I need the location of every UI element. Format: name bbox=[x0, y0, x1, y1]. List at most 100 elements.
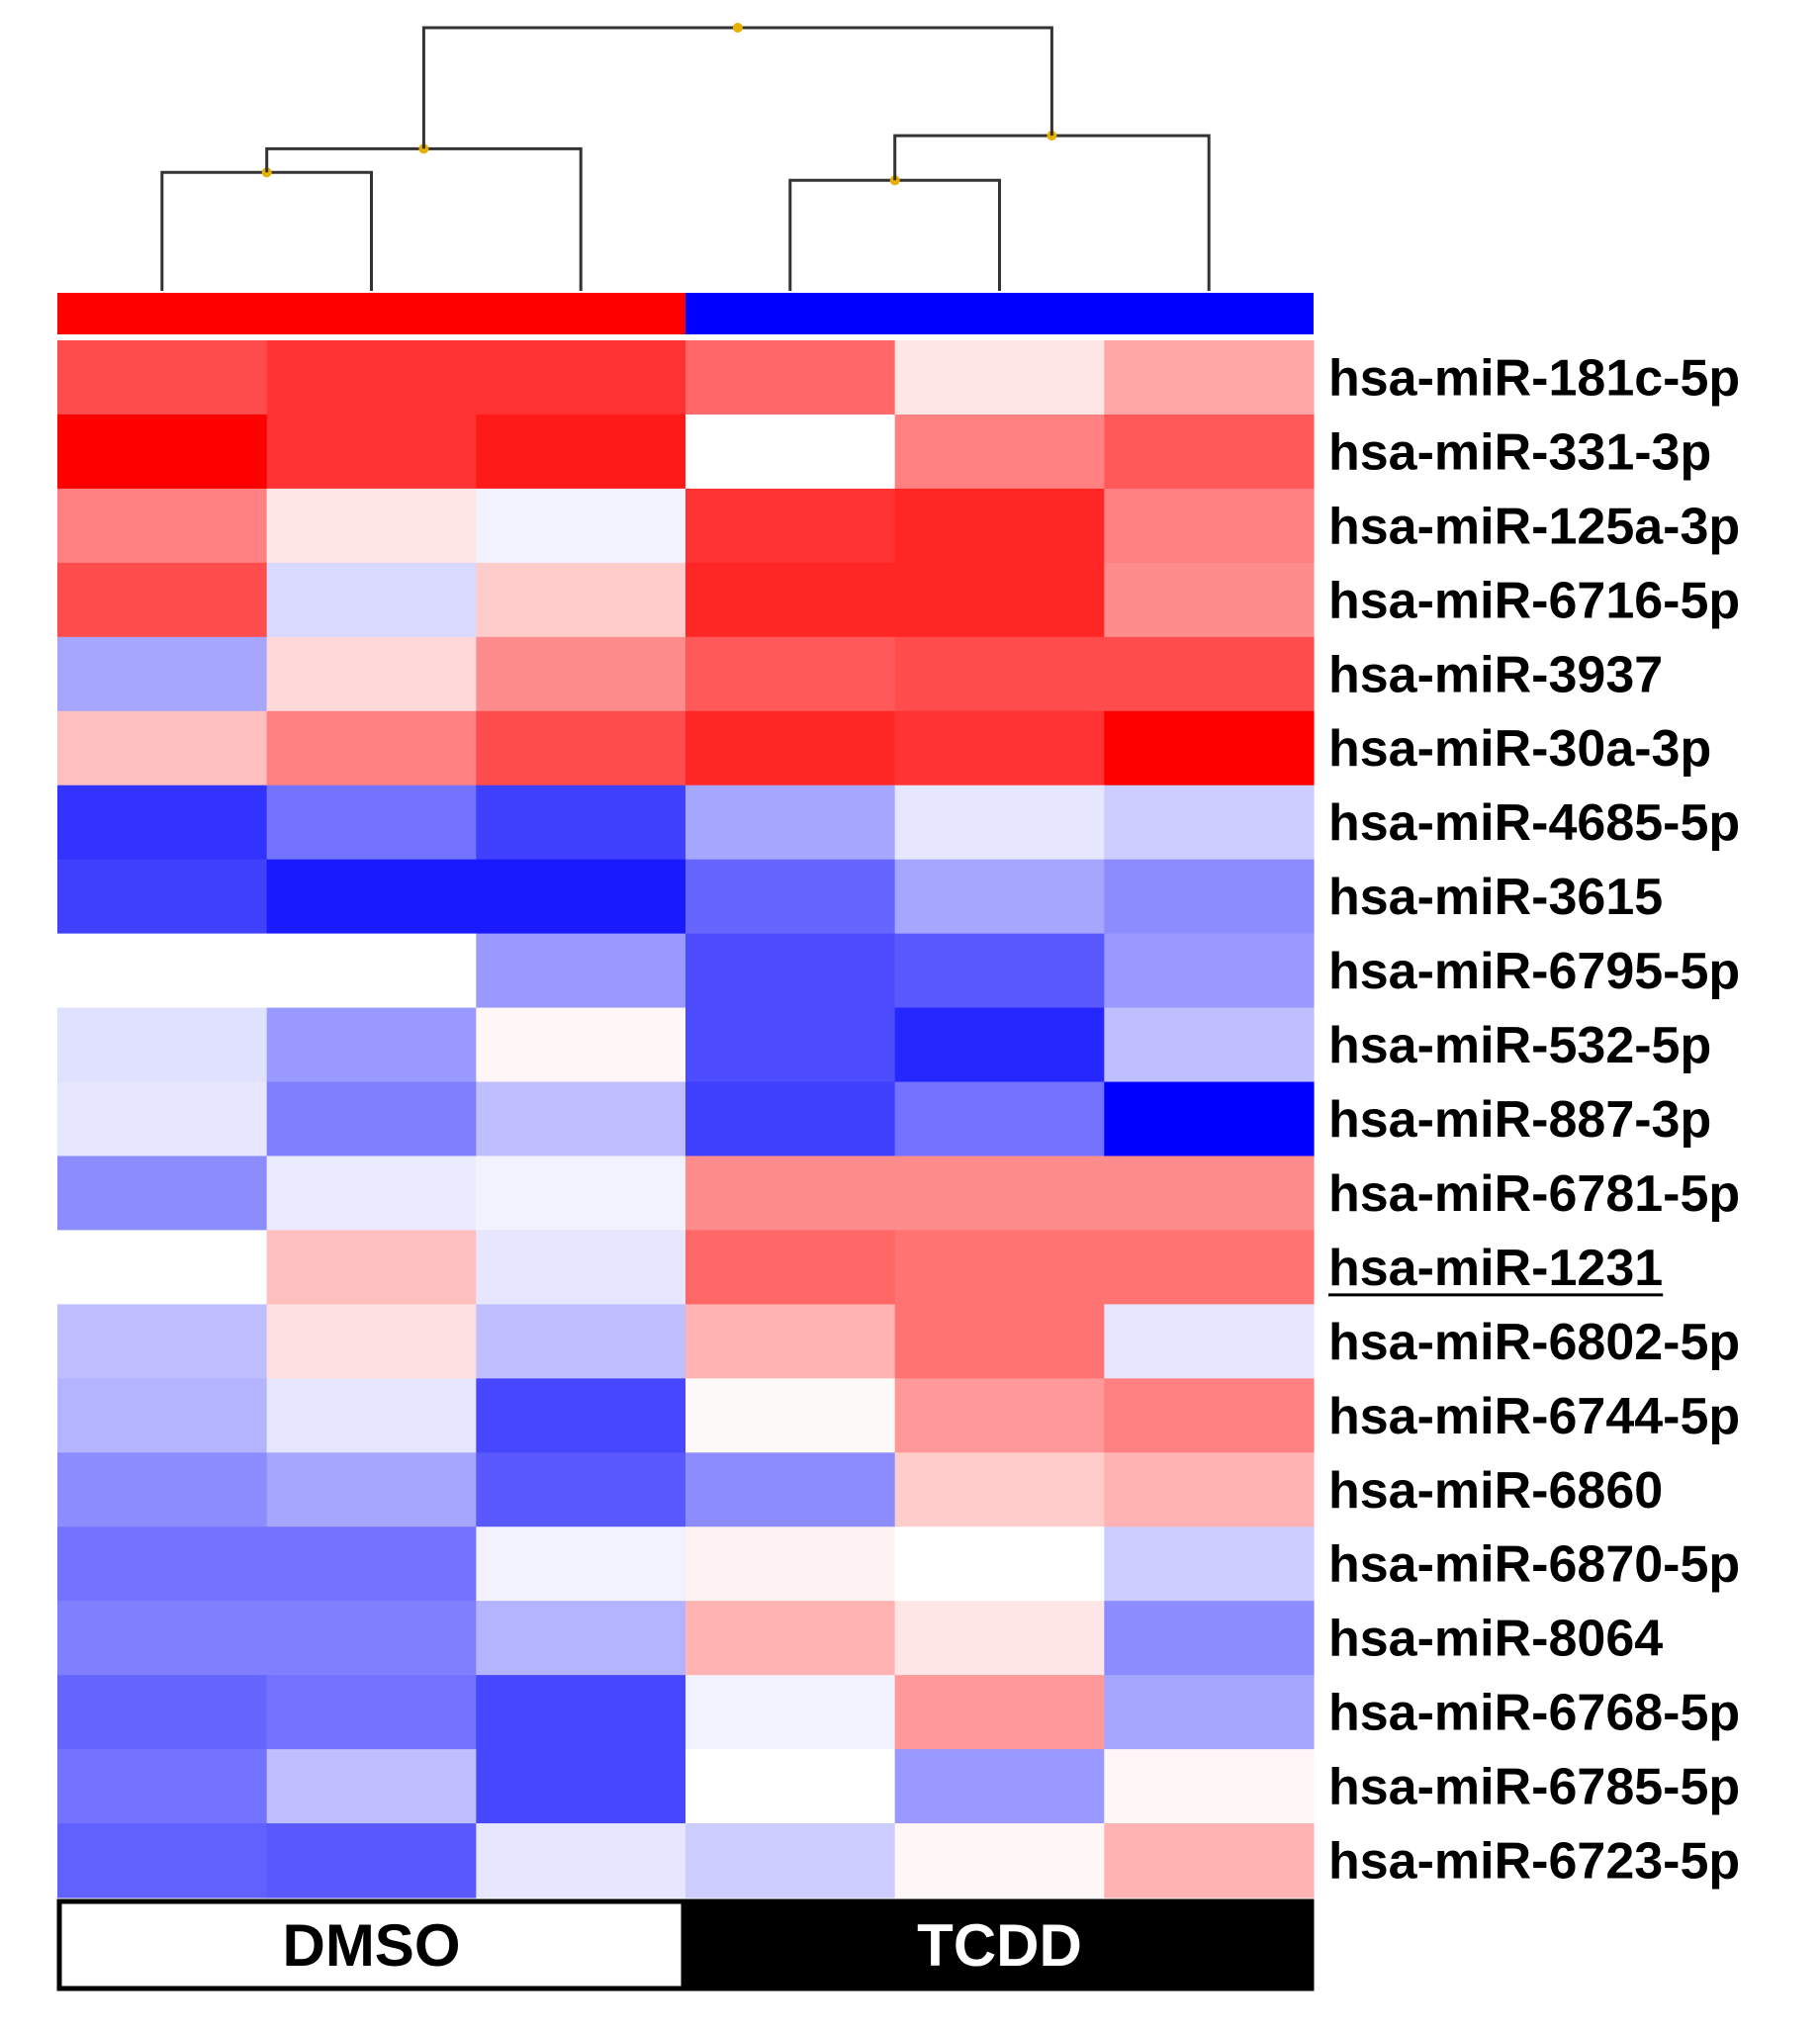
row-label: hsa-miR-6781-5p bbox=[1328, 1165, 1740, 1223]
row-label: hsa-miR-6860 bbox=[1328, 1462, 1663, 1520]
group-label: TCDD bbox=[917, 1912, 1082, 1979]
row-label: hsa-miR-6785-5p bbox=[1328, 1759, 1740, 1816]
heatmap-cell bbox=[1104, 1452, 1315, 1527]
heatmap-cell bbox=[894, 1452, 1105, 1527]
heatmap-cell bbox=[685, 1823, 896, 1898]
heatmap-cell bbox=[476, 636, 686, 712]
heatmap-cell bbox=[476, 1823, 686, 1898]
heatmap-cell bbox=[266, 488, 477, 564]
heatmap-cell bbox=[685, 414, 896, 490]
heatmap-cell bbox=[685, 1526, 896, 1602]
heatmap-cell bbox=[894, 1378, 1105, 1453]
heatmap-cell bbox=[1104, 1823, 1315, 1898]
heatmap-cell bbox=[266, 1749, 477, 1824]
heatmap-cell bbox=[476, 1230, 686, 1305]
heatmap-cell bbox=[57, 1601, 268, 1676]
heatmap-cell bbox=[894, 340, 1105, 416]
heatmap-cell bbox=[476, 340, 686, 416]
heatmap-cell bbox=[1104, 414, 1315, 490]
heatmap-cell bbox=[266, 859, 477, 935]
heatmap-cell bbox=[266, 1007, 477, 1083]
heatmap-cell bbox=[894, 859, 1105, 935]
group-label: DMSO bbox=[283, 1912, 461, 1979]
row-label: hsa-miR-6870-5p bbox=[1328, 1536, 1740, 1594]
heatmap-cell bbox=[894, 1081, 1105, 1157]
heatmap-cell bbox=[685, 488, 896, 564]
heatmap-cell bbox=[894, 1304, 1105, 1379]
heatmap-cell bbox=[1104, 636, 1315, 712]
heatmap-cell bbox=[894, 933, 1105, 1009]
heatmap-cell bbox=[685, 1304, 896, 1379]
row-label: hsa-miR-6744-5p bbox=[1328, 1388, 1740, 1445]
heatmap-cell bbox=[476, 562, 686, 638]
heatmap-cell bbox=[1104, 1304, 1315, 1379]
row-labels: hsa-miR-181c-5p hsa-miR-331-3p hsa-miR-125… bbox=[1328, 350, 1740, 1891]
heatmap-cell bbox=[1104, 1601, 1315, 1676]
row-label: hsa-miR-6768-5p bbox=[1328, 1685, 1740, 1742]
heatmap-cell bbox=[266, 562, 477, 638]
heatmap-cell bbox=[894, 1007, 1105, 1083]
heatmap-cells bbox=[57, 340, 1315, 1898]
heatmap-cell bbox=[685, 785, 896, 861]
heatmap-cell bbox=[57, 1230, 268, 1305]
heatmap-cell bbox=[685, 340, 896, 416]
row-label: hsa-miR-6716-5p bbox=[1328, 572, 1740, 629]
heatmap-cell bbox=[685, 710, 896, 786]
row-label: hsa-miR-6795-5p bbox=[1328, 943, 1740, 1000]
heatmap-cell bbox=[685, 1452, 896, 1527]
heatmap-cell bbox=[1104, 562, 1315, 638]
heatmap-cell bbox=[266, 1081, 477, 1157]
heatmap-cell bbox=[57, 1304, 268, 1379]
heatmap-cell bbox=[266, 636, 477, 712]
heatmap-cell bbox=[1104, 933, 1315, 1009]
heatmap-cell bbox=[476, 414, 686, 490]
heatmap-cell bbox=[685, 636, 896, 712]
heatmap-cell bbox=[1104, 1230, 1315, 1305]
heatmap-cell bbox=[894, 488, 1105, 564]
heatmap-cell bbox=[1104, 1007, 1315, 1083]
dendrogram-branch bbox=[160, 170, 373, 291]
group-label-boxes: DMSO TCDD bbox=[56, 1898, 1315, 1991]
row-label: hsa-miR-1231 bbox=[1328, 1240, 1663, 1297]
heatmap-cell bbox=[685, 859, 896, 935]
heatmap-cell bbox=[266, 340, 477, 416]
heatmap-cell bbox=[476, 785, 686, 861]
heatmap-cell bbox=[57, 1452, 268, 1527]
dendrogram-branch bbox=[788, 178, 1001, 291]
heatmap-cell bbox=[685, 562, 896, 638]
heatmap-cell bbox=[57, 1526, 268, 1602]
heatmap-cell bbox=[266, 1675, 477, 1750]
heatmap-cell bbox=[685, 933, 896, 1009]
heatmap-cell bbox=[266, 1526, 477, 1602]
heatmap-cell bbox=[685, 1156, 896, 1232]
heatmap-cell bbox=[266, 1156, 477, 1232]
heatmap-cell bbox=[685, 1230, 896, 1305]
heatmap-cell bbox=[57, 859, 268, 935]
group-label-box bbox=[684, 1898, 1315, 1991]
heatmap-cell bbox=[57, 785, 268, 861]
group-color-bar bbox=[685, 293, 1314, 334]
heatmap-cell bbox=[266, 1378, 477, 1453]
dendrogram-branch bbox=[265, 146, 583, 291]
heatmap-cell bbox=[1104, 488, 1315, 564]
heatmap-cell bbox=[1104, 1675, 1315, 1750]
heatmap-cell bbox=[894, 414, 1105, 490]
heatmap-cell bbox=[266, 1823, 477, 1898]
heatmap-cell bbox=[685, 1007, 896, 1083]
heatmap-cell bbox=[476, 1156, 686, 1232]
heatmap-cell bbox=[57, 636, 268, 712]
heatmap-cell bbox=[57, 414, 268, 490]
heatmap-cell bbox=[476, 1526, 686, 1602]
row-label: hsa-miR-6802-5p bbox=[1328, 1314, 1740, 1371]
row-label: hsa-miR-3615 bbox=[1328, 869, 1663, 926]
heatmap-cell bbox=[57, 1156, 268, 1232]
heatmap-cell bbox=[476, 1452, 686, 1527]
heatmap-cell bbox=[476, 488, 686, 564]
heatmap-cell bbox=[476, 1749, 686, 1824]
heatmap-cell bbox=[685, 1675, 896, 1750]
heatmap-cell bbox=[266, 1452, 477, 1527]
heatmap-cell bbox=[1104, 1526, 1315, 1602]
heatmap-cell bbox=[685, 1749, 896, 1824]
row-label: hsa-miR-181c-5p bbox=[1328, 350, 1740, 408]
heatmap-cell bbox=[476, 1081, 686, 1157]
